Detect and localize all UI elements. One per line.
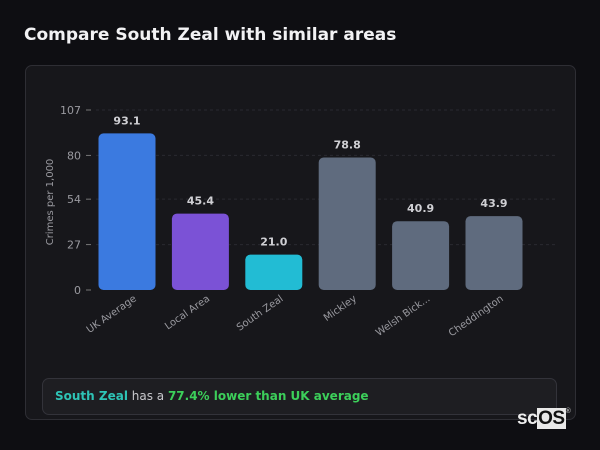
x-tick-label: South Zeal: [235, 293, 286, 333]
scos-logo: scOS®: [517, 408, 571, 429]
data-label: 43.9: [480, 197, 507, 210]
bar-uk-average: [98, 133, 156, 290]
y-tick-label: 27: [67, 239, 81, 252]
callout-middle: has a: [127, 389, 168, 403]
bar-cheddington: [465, 216, 523, 290]
bar-local-area: [171, 213, 229, 290]
y-tick-label: 54: [67, 193, 81, 206]
y-axis-label: Crimes per 1,000: [45, 159, 56, 246]
x-tick-label: Local Area: [163, 293, 212, 332]
data-label: 21.0: [260, 236, 287, 249]
y-tick-label: 107: [60, 104, 81, 117]
page-title: Compare South Zeal with similar areas: [24, 25, 397, 45]
x-tick-label: Mickley: [322, 293, 359, 324]
data-label: 45.4: [187, 195, 214, 208]
x-tick-label: Welsh Bick...: [374, 293, 432, 338]
x-tick-label: Cheddington: [447, 293, 506, 339]
bar-welsh-bick-: [392, 221, 450, 290]
y-tick-label: 0: [74, 284, 81, 297]
callout-area: South Zeal: [55, 389, 128, 403]
data-label: 40.9: [407, 202, 434, 215]
x-tick-label: UK Average: [85, 293, 139, 335]
y-tick-label: 80: [67, 149, 81, 162]
bar-mickley: [318, 157, 376, 290]
bar-south-zeal: [245, 254, 303, 290]
data-label: 93.1: [113, 114, 140, 127]
data-label: 78.8: [334, 138, 361, 151]
callout-comparison: 77.4% lower than UK average: [167, 389, 369, 403]
comparison-callout: South Zeal has a 77.4% lower than UK ave…: [42, 378, 557, 415]
